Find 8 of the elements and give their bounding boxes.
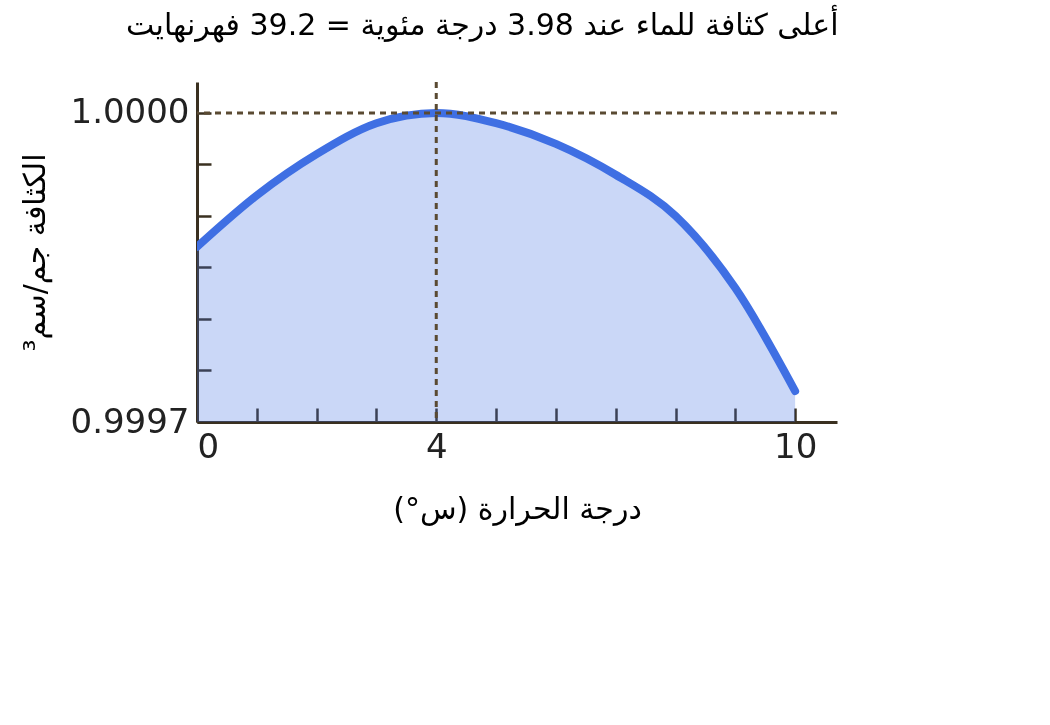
chart-title: أعلى كثافة للماء عند 3.98 درجة مئوية = 39.2 فهرنهايت — [126, 3, 839, 43]
y-tick-label: 1.0000 — [70, 91, 190, 132]
y-axis-title: الكثافة جم/سم³ — [16, 153, 53, 352]
x-axis-title: درجة الحرارة (س°) — [393, 490, 642, 526]
x-tick-label: 10 — [774, 425, 818, 466]
x-tick-label: 0 — [197, 425, 220, 466]
x-tick-label: 4 — [425, 425, 448, 466]
y-tick-label: 0.9997 — [70, 400, 190, 441]
